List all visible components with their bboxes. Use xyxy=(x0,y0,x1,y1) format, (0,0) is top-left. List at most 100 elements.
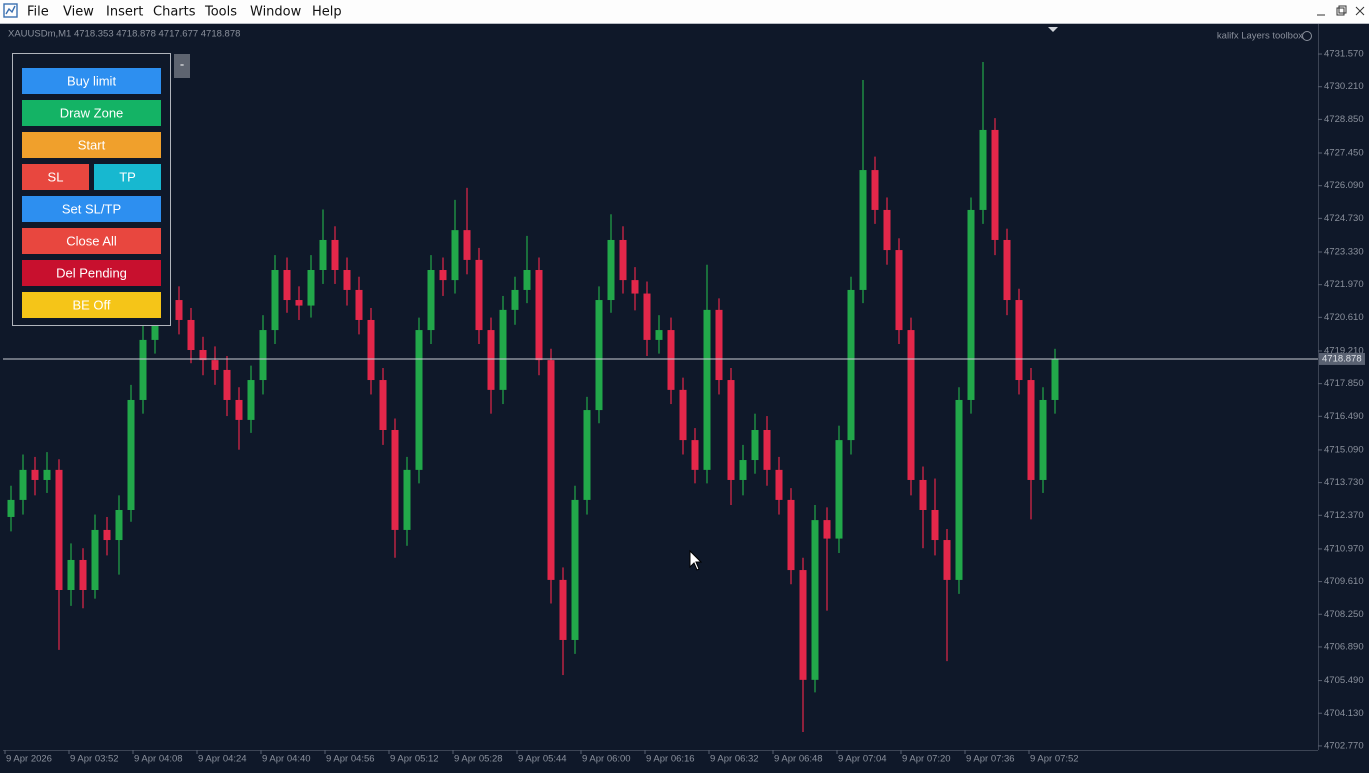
candle-body xyxy=(187,319,195,351)
plot-area: 4731.570 4730.210 4728.850 4727.450 4726.090… xyxy=(3,49,1365,765)
candle-body xyxy=(643,293,651,340)
candle-body xyxy=(823,520,831,539)
candle-body xyxy=(391,430,399,530)
menu-bar xyxy=(0,0,1369,23)
y-tick-label: 4727.450 xyxy=(1324,148,1364,159)
candle-body xyxy=(487,330,495,390)
candle-body xyxy=(631,280,639,294)
candle-body xyxy=(175,300,183,320)
panel-button-label[interactable]: Close All xyxy=(66,233,117,248)
chart-shift-marker xyxy=(1048,27,1058,32)
candle-body xyxy=(571,499,579,640)
candle-body xyxy=(967,209,975,400)
candle-body xyxy=(1003,239,1011,301)
candle-body xyxy=(295,300,303,306)
window-controls[interactable] xyxy=(1317,5,1365,16)
candle-body xyxy=(751,430,759,461)
indicator-name: kalifx Layers toolbox xyxy=(1217,31,1303,42)
candle-body xyxy=(247,380,255,420)
y-tick-label: 4719.210 xyxy=(1324,345,1364,356)
candle-body xyxy=(811,520,819,680)
candle-body xyxy=(307,270,315,306)
candle-body xyxy=(715,309,723,381)
panel-button[interactable] xyxy=(22,292,161,318)
x-tick-label: 9 Apr 05:12 xyxy=(390,754,439,765)
y-tick-label: 4713.730 xyxy=(1324,477,1364,488)
panel-button-label[interactable]: Del Pending xyxy=(56,265,127,280)
candle-body xyxy=(787,499,795,571)
candle-body xyxy=(475,259,483,331)
panel-button[interactable] xyxy=(22,132,161,158)
menu-item[interactable]: View xyxy=(63,5,94,20)
candle-body xyxy=(451,230,459,281)
candle-body xyxy=(943,540,951,580)
menu-item[interactable]: Tools xyxy=(204,5,237,20)
candle-body xyxy=(835,440,843,539)
candle-body xyxy=(883,209,891,251)
panel-button-label[interactable]: TP xyxy=(119,169,136,184)
candle-body xyxy=(67,559,75,591)
panel-button[interactable] xyxy=(22,164,89,190)
candle-body xyxy=(403,469,411,530)
y-tick-label: 4706.890 xyxy=(1324,641,1364,652)
candle-body xyxy=(691,440,699,470)
candle-body xyxy=(547,360,555,580)
panel-button-label[interactable]: Set SL/TP xyxy=(62,201,121,216)
candle-body xyxy=(559,579,567,640)
candle-body xyxy=(1027,380,1035,480)
x-tick-label: 9 Apr 07:04 xyxy=(838,754,887,765)
app-icon xyxy=(3,3,18,18)
menu-item[interactable]: Window xyxy=(250,5,302,20)
panel-button-label[interactable]: SL xyxy=(48,169,64,184)
candle-body xyxy=(895,250,903,331)
candle-body xyxy=(31,469,39,480)
candle-body xyxy=(511,289,519,310)
panel-button[interactable] xyxy=(22,68,161,94)
candle-body xyxy=(319,239,327,271)
candle-body xyxy=(775,469,783,500)
candle-body xyxy=(871,170,879,210)
y-tick-label: 4715.090 xyxy=(1324,444,1364,455)
y-tick-label: 4720.610 xyxy=(1324,312,1364,323)
panel-toggle[interactable] xyxy=(174,54,190,78)
y-tick-label: 4709.610 xyxy=(1324,576,1364,587)
menu-item[interactable]: Charts xyxy=(153,5,196,20)
candle-body xyxy=(259,330,267,381)
candle-body xyxy=(379,380,387,431)
candle-body xyxy=(1015,300,1023,381)
candle-body xyxy=(439,270,447,281)
panel-button-label[interactable]: Draw Zone xyxy=(60,105,124,120)
y-tick-label: 4712.370 xyxy=(1324,510,1364,521)
panel-button[interactable] xyxy=(22,100,161,126)
candle-body xyxy=(1051,358,1059,400)
menu-item[interactable]: File xyxy=(27,5,49,20)
menu-item[interactable]: Help xyxy=(312,5,342,20)
panel-button[interactable] xyxy=(22,196,161,222)
candle-body xyxy=(355,289,363,320)
candle-body xyxy=(679,389,687,441)
candle-body xyxy=(211,360,219,370)
y-tick-label: 4716.490 xyxy=(1324,411,1364,422)
candle-body xyxy=(847,289,855,441)
candle-body xyxy=(79,559,87,591)
panel-button[interactable] xyxy=(22,228,161,254)
menu-item[interactable]: Insert xyxy=(106,5,143,20)
panel-button-label[interactable]: Start xyxy=(78,137,106,152)
candle-body xyxy=(103,529,111,541)
candle-body xyxy=(727,380,735,480)
candle-body xyxy=(367,319,375,381)
x-tick-label: 9 Apr 06:16 xyxy=(646,754,695,765)
panel-toggle-label[interactable]: - xyxy=(180,56,184,71)
panel-button[interactable] xyxy=(94,164,161,190)
y-tick-label: 4704.130 xyxy=(1324,708,1364,719)
candle-body xyxy=(583,410,591,500)
x-tick-label: 9 Apr 06:48 xyxy=(774,754,823,765)
panel-button-label[interactable]: BE Off xyxy=(72,297,110,312)
y-tick-label: 4702.770 xyxy=(1324,740,1364,751)
candle-body xyxy=(55,469,63,591)
panel-button[interactable] xyxy=(22,260,161,286)
candle-body xyxy=(523,270,531,290)
panel-button-label[interactable]: Buy limit xyxy=(67,73,117,88)
y-tick-label: 4730.210 xyxy=(1324,81,1364,92)
